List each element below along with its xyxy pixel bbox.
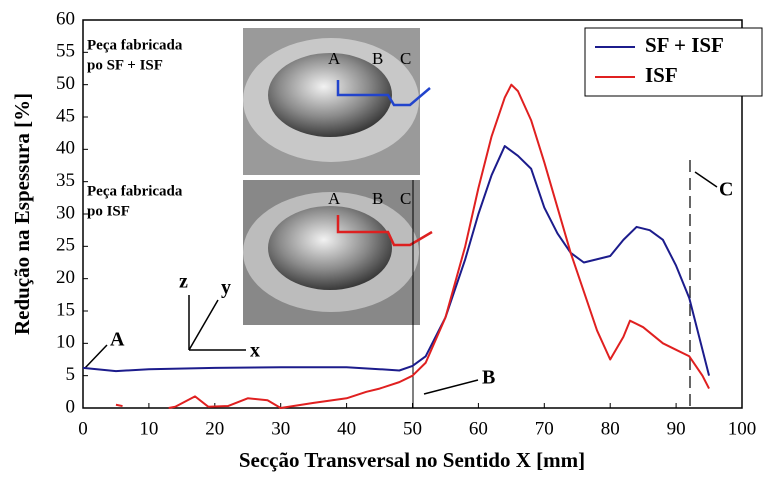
x-tick-label: 90 (667, 418, 686, 439)
y-tick-label: 5 (66, 364, 76, 385)
x-tick-label: 0 (78, 418, 88, 439)
inset-label: C (400, 49, 411, 68)
y-tick-label: 45 (56, 105, 75, 126)
inset-caption: Peça fabricada (87, 37, 183, 53)
axis-glyph-label: x (250, 340, 260, 362)
x-tick-label: 10 (139, 418, 158, 439)
y-tick-label: 60 (56, 8, 75, 29)
legend-label: ISF (645, 63, 678, 87)
inset-caption: po SF + ISF (87, 57, 163, 73)
x-tick-label: 60 (469, 418, 488, 439)
y-tick-label: 40 (56, 138, 75, 159)
x-tick-label: 40 (337, 418, 356, 439)
y-tick-label: 25 (56, 235, 75, 256)
y-tick-label: 35 (56, 170, 75, 191)
y-tick-label: 0 (66, 396, 76, 417)
legend-label: SF + ISF (645, 33, 724, 57)
inset-label: A (328, 49, 341, 68)
inset-caption: po ISF (87, 203, 130, 219)
x-tick-label: 30 (271, 418, 290, 439)
chart: A B C z y x Peça fabricada po SF + ISF P… (0, 0, 773, 475)
y-tick-label: 55 (56, 41, 75, 62)
x-tick-label: 70 (535, 418, 554, 439)
inset-label: C (400, 189, 411, 208)
y-axis-label: Redução na Espessura [%] (10, 93, 34, 335)
annotation: C (719, 179, 733, 201)
inset-photo (243, 28, 432, 325)
annotation: B (482, 367, 495, 389)
annotation: A (110, 329, 125, 351)
y-tick-label: 20 (56, 267, 75, 288)
y-tick-label: 50 (56, 73, 75, 94)
inset-caption: Peça fabricada (87, 183, 183, 199)
x-tick-label: 50 (403, 418, 422, 439)
axis-glyph-label: y (221, 277, 231, 299)
y-tick-label: 10 (56, 332, 75, 353)
x-tick-label: 20 (205, 418, 224, 439)
inset-label: B (372, 49, 383, 68)
y-tick-label: 15 (56, 299, 75, 320)
legend: SF + ISF ISF (585, 28, 762, 96)
axis-glyph-label: z (179, 271, 188, 293)
x-tick-label: 100 (728, 418, 757, 439)
inset-label: A (328, 189, 341, 208)
y-tick-label: 30 (56, 202, 75, 223)
inset-label: B (372, 189, 383, 208)
x-axis-label: Secção Transversal no Sentido X [mm] (239, 448, 585, 472)
x-tick-label: 80 (601, 418, 620, 439)
